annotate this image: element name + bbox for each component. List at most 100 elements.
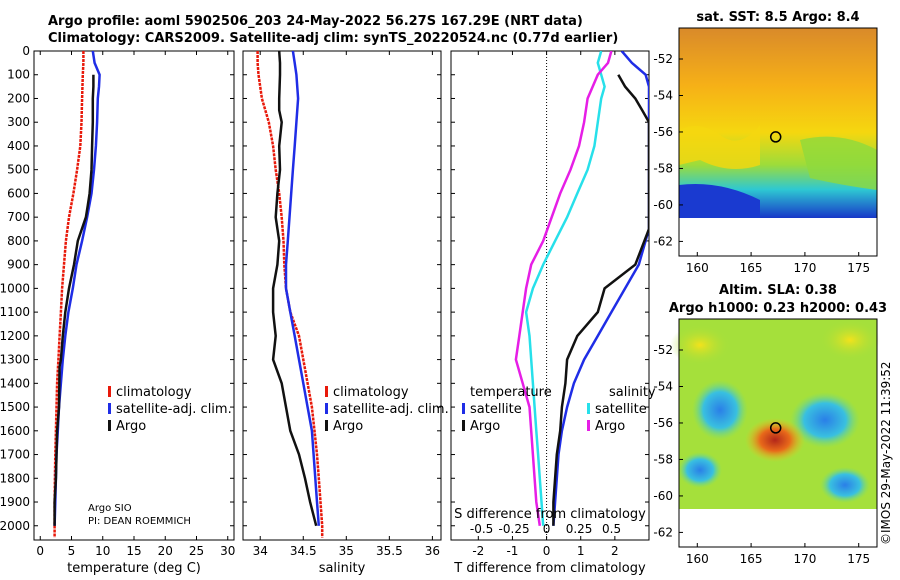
sla-blue-blob-4 bbox=[678, 452, 722, 488]
legend-label: satellite-adj. clim. bbox=[333, 402, 449, 417]
difference-xtick2-label: 0 bbox=[543, 522, 551, 536]
legend-label: Argo bbox=[116, 419, 146, 434]
depth-tick-label: 1300 bbox=[0, 353, 30, 367]
depth-tick-label: 500 bbox=[7, 163, 30, 177]
sla-yellow-blob-2 bbox=[820, 320, 880, 360]
map-xtick-label: 165 bbox=[740, 261, 763, 275]
depth-tick-label: 1200 bbox=[0, 329, 30, 343]
salinity-xtick-label: 34.5 bbox=[290, 544, 317, 558]
legend-swatch bbox=[462, 420, 465, 431]
temperature-xlabel: temperature (deg C) bbox=[67, 561, 201, 576]
program-label: Argo SIO bbox=[88, 503, 132, 514]
salinity-xtick-label: 35.5 bbox=[376, 544, 403, 558]
sst-map-title: sat. SST: 8.5 Argo: 8.4 bbox=[696, 10, 859, 25]
difference-frame bbox=[450, 50, 650, 541]
legend-swatch bbox=[587, 403, 590, 414]
difference-xtick-label: 0 bbox=[543, 544, 551, 558]
sst-cool-patch bbox=[800, 136, 877, 190]
salinity-xtick-label: 36 bbox=[425, 544, 440, 558]
difference-xtick2-label: -0.25 bbox=[499, 522, 530, 536]
map-xtick-label: 160 bbox=[686, 261, 709, 275]
map-ytick-label: -56 bbox=[653, 125, 673, 139]
difference-xtick-label: -1 bbox=[506, 544, 518, 558]
difference-panel: -2 -1 0 1 2 T difference from climatology temp… bbox=[450, 50, 656, 576]
salinity-panel: 34 34.5 35 35.5 36 salinity climatology satelli… bbox=[242, 50, 449, 576]
salinity-series bbox=[256, 51, 324, 538]
sla-blue-blob-1 bbox=[692, 380, 748, 440]
depth-tick-label: 800 bbox=[7, 234, 30, 248]
legend-label: satellite bbox=[595, 402, 647, 417]
depth-tick-label: 1000 bbox=[0, 281, 30, 295]
sla-blue-blob-3 bbox=[820, 467, 870, 503]
depth-tick-label: 1100 bbox=[0, 305, 30, 319]
map-xtick-label: 175 bbox=[847, 552, 870, 566]
legend-label: Argo bbox=[595, 419, 625, 434]
sla-map: Altim. SLA: 0.38 Argo h1000: 0.23 h2000:… bbox=[653, 283, 887, 566]
depth-tick-label: 1500 bbox=[0, 400, 30, 414]
sla-map-subtitle: Argo h1000: 0.23 h2000: 0.43 bbox=[669, 301, 887, 316]
legend-label: satellite-adj. clim. bbox=[116, 402, 232, 417]
sla-ticks: 160 165 170 175 -52 -54 -56 -58 -60 -62 bbox=[653, 343, 870, 566]
legend-swatch bbox=[587, 420, 590, 431]
legend-swatch bbox=[108, 403, 111, 414]
sst-map: sat. SST: 8.5 Argo: 8.4 160 165 170 175 -52 -… bbox=[653, 10, 878, 275]
depth-tick-label: 1800 bbox=[0, 471, 30, 485]
series-difference-s-satellite bbox=[524, 51, 606, 526]
sla-blue-blob-2 bbox=[790, 392, 860, 448]
map-xtick-label: 160 bbox=[686, 552, 709, 566]
map-ytick-label: -56 bbox=[653, 416, 673, 430]
imos-timestamp: ©IMOS 29-May-2022 11:39:52 bbox=[879, 361, 893, 545]
temperature-xtick-label: 30 bbox=[220, 544, 235, 558]
difference-xtick2-label: -0.5 bbox=[470, 522, 493, 536]
legend-title-temperature: temperature bbox=[470, 385, 552, 400]
legend-swatch bbox=[108, 420, 111, 431]
map-xtick-label: 175 bbox=[847, 261, 870, 275]
legend-label: satellite bbox=[470, 402, 522, 417]
legend-swatch bbox=[462, 403, 465, 414]
series-salinity-climatology bbox=[256, 51, 324, 538]
map-ytick-label: -54 bbox=[653, 379, 673, 393]
depth-tick-label: 300 bbox=[7, 115, 30, 129]
map-ytick-label: -58 bbox=[653, 452, 673, 466]
map-ytick-label: -52 bbox=[653, 343, 673, 357]
legend-label: climatology bbox=[116, 385, 192, 400]
depth-tick-label: 1400 bbox=[0, 376, 30, 390]
temperature-xtick-label: 25 bbox=[189, 544, 204, 558]
header-line-1: Argo profile: aoml 5902506_203 24-May-20… bbox=[48, 14, 583, 29]
map-ytick-label: -52 bbox=[653, 52, 673, 66]
sla-red-eddy bbox=[745, 418, 805, 462]
map-ytick-label: -54 bbox=[653, 88, 673, 102]
salinity-xlabel: salinity bbox=[319, 561, 366, 576]
legend-swatch bbox=[325, 403, 328, 414]
map-ytick-label: -58 bbox=[653, 161, 673, 175]
difference-xtick-label: 2 bbox=[611, 544, 619, 558]
sla-map-title: Altim. SLA: 0.38 bbox=[719, 283, 837, 298]
depth-tick-label: 1600 bbox=[0, 424, 30, 438]
temperature-xtick-label: 5 bbox=[68, 544, 76, 558]
depth-tick-label: 600 bbox=[7, 186, 30, 200]
depth-tick-label: 1700 bbox=[0, 448, 30, 462]
legend-label: climatology bbox=[333, 385, 409, 400]
sla-nodata bbox=[679, 509, 877, 547]
salinity-xtick-label: 34 bbox=[253, 544, 268, 558]
difference-series bbox=[514, 51, 649, 526]
legend-title-salinity: salinity bbox=[609, 385, 656, 400]
depth-tick-label: 2000 bbox=[0, 519, 30, 533]
legend-label: Argo bbox=[333, 419, 363, 434]
depth-tick-label: 0 bbox=[22, 44, 30, 58]
temperature-xtick-label: 0 bbox=[36, 544, 44, 558]
map-xtick-label: 165 bbox=[740, 552, 763, 566]
map-xtick-label: 170 bbox=[793, 261, 816, 275]
sst-warm-patch bbox=[679, 125, 760, 169]
sst-ticks: 160 165 170 175 -52 -54 -56 -58 -60 -62 bbox=[653, 52, 870, 275]
map-ytick-label: -62 bbox=[653, 525, 673, 539]
header-line-2: Climatology: CARS2009. Satellite-adj cli… bbox=[48, 31, 619, 46]
series-difference-s-argo bbox=[514, 51, 613, 526]
depth-tick-label: 700 bbox=[7, 210, 30, 224]
temperature-xtick-label: 15 bbox=[126, 544, 141, 558]
difference-xtick2-label: 0.5 bbox=[602, 522, 621, 536]
map-ytick-label: -60 bbox=[653, 489, 673, 503]
pi-label: PI: DEAN ROEMMICH bbox=[88, 516, 191, 527]
difference-xlabel: T difference from climatology bbox=[453, 561, 646, 576]
